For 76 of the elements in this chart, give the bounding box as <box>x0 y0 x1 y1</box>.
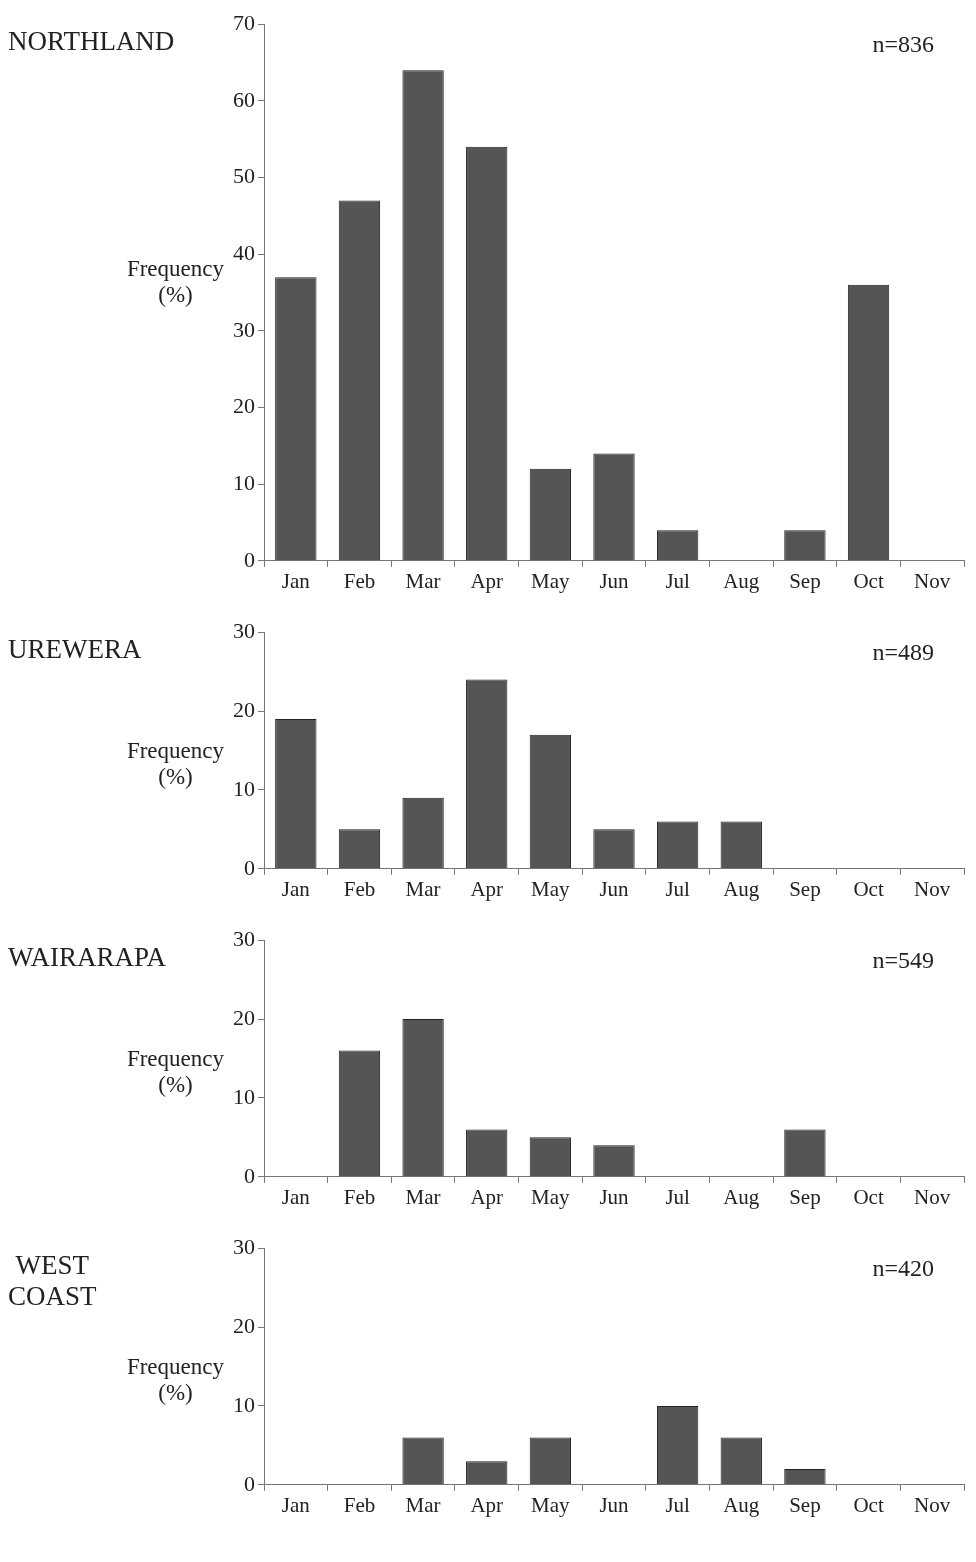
x-tick-label: Jul <box>665 568 691 593</box>
x-tick-label: Apr <box>470 1492 504 1517</box>
x-tick-label: Jun <box>599 1492 630 1517</box>
y-tick-label: 50 <box>233 163 255 189</box>
y-tick-label: 30 <box>233 316 255 342</box>
y-tick-label: 20 <box>233 696 255 722</box>
x-tick-label: Apr <box>470 568 504 593</box>
y-tick-label: 30 <box>233 617 255 643</box>
x-tick-label: Nov <box>914 876 951 901</box>
y-tick-label: 0 <box>244 854 255 880</box>
x-tick-label: Jan <box>281 568 311 593</box>
y-axis-title: Frequency (%) <box>126 1045 224 1098</box>
annotation: n=549 <box>872 947 934 974</box>
x-tick-label: Jan <box>281 1184 311 1209</box>
x-tick-label: May <box>531 1492 571 1517</box>
annotation: n=489 <box>872 639 934 666</box>
x-tick-label: Aug <box>723 876 760 901</box>
x-tick-label: Jul <box>665 1184 691 1209</box>
x-tick-label: Feb <box>343 1492 376 1517</box>
y-axis-title: Frequency (%) <box>126 1353 224 1406</box>
annotation: n=420 <box>872 1255 934 1282</box>
y-tick-label: 0 <box>244 546 255 572</box>
x-tick-label: Aug <box>723 568 760 593</box>
x-tick-label: May <box>531 1184 571 1209</box>
x-tick-label: Aug <box>723 1492 760 1517</box>
y-tick-label: 20 <box>233 393 255 419</box>
x-tick-label: Apr <box>470 1184 504 1209</box>
x-tick-label: Oct <box>853 876 884 901</box>
x-tick-label: Oct <box>853 1184 884 1209</box>
x-tick-label: Sep <box>789 1492 821 1517</box>
x-tick-label: Mar <box>405 1184 441 1209</box>
text: WEST COAST <box>8 1250 97 1312</box>
x-tick-label: Aug <box>723 1184 760 1209</box>
annotation: n=836 <box>872 31 934 58</box>
x-tick-label: Oct <box>853 1492 884 1517</box>
x-tick-label: Sep <box>789 568 821 593</box>
y-tick-label: 20 <box>233 1312 255 1338</box>
y-axis-title: Frequency (%) <box>126 255 224 308</box>
x-tick-label: Jan <box>281 1492 311 1517</box>
y-tick-label: 60 <box>233 86 255 112</box>
y-tick-label: 10 <box>233 469 255 495</box>
x-tick-label: May <box>531 876 571 901</box>
y-tick-label: 0 <box>244 1470 255 1496</box>
x-tick-label: Nov <box>914 1184 951 1209</box>
x-tick-label: Mar <box>405 876 441 901</box>
chart-title: NORTHLAND <box>8 26 175 57</box>
x-tick-label: Mar <box>405 1492 441 1517</box>
x-tick-label: Jun <box>599 1184 630 1209</box>
y-tick-label: 40 <box>233 239 255 265</box>
x-tick-label: Sep <box>789 876 821 901</box>
x-tick-label: Jun <box>599 568 630 593</box>
x-tick-label: Jun <box>599 876 630 901</box>
y-tick-label: 70 <box>233 9 255 35</box>
x-tick-label: Jan <box>281 876 311 901</box>
y-axis-title: Frequency (%) <box>126 737 224 790</box>
y-tick-label: 20 <box>233 1004 255 1030</box>
x-tick-label: Jul <box>665 1492 691 1517</box>
chart-title: UREWERA <box>8 634 142 665</box>
y-tick-label: 10 <box>233 1083 255 1109</box>
x-tick-label: Jul <box>665 876 691 901</box>
y-tick-label: 30 <box>233 1233 255 1259</box>
x-tick-label: Nov <box>914 1492 951 1517</box>
x-tick-label: Apr <box>470 876 504 901</box>
x-tick-label: Sep <box>789 1184 821 1209</box>
x-tick-label: May <box>531 568 571 593</box>
x-tick-label: Feb <box>343 1184 376 1209</box>
x-tick-label: Feb <box>343 568 376 593</box>
x-tick-label: Nov <box>914 568 951 593</box>
y-tick-label: 10 <box>233 1391 255 1417</box>
x-tick-label: Oct <box>853 568 884 593</box>
chart-title: WAIRARAPA <box>8 942 167 973</box>
y-tick-label: 30 <box>233 925 255 951</box>
x-tick-label: Mar <box>405 568 441 593</box>
y-tick-label: 0 <box>244 1162 255 1188</box>
x-tick-label: Feb <box>343 876 376 901</box>
y-tick-label: 10 <box>233 775 255 801</box>
